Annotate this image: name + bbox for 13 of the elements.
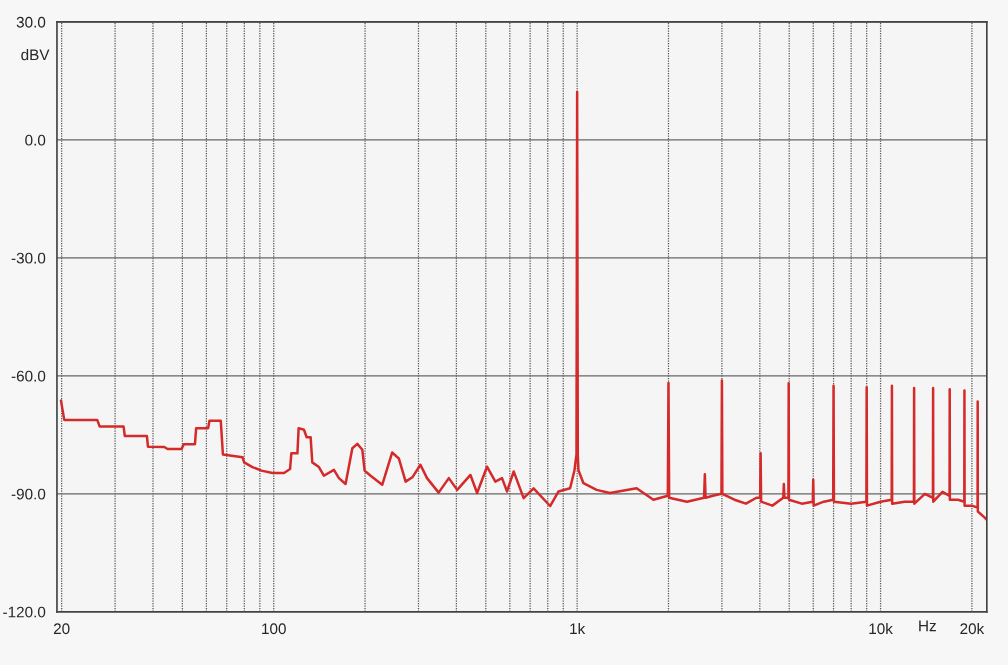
x-tick-label: 100 bbox=[262, 623, 286, 635]
x-tick-label: 10k bbox=[869, 622, 893, 635]
y-tick-label: -120.0 bbox=[3, 606, 46, 618]
y-tick-label: -90.0 bbox=[11, 488, 46, 500]
y-tick-label: 30.0 bbox=[16, 16, 46, 28]
y-tick-label: 0.0 bbox=[25, 134, 46, 146]
x-tick-label: 20k bbox=[960, 622, 985, 635]
x-tick-label: 20 bbox=[53, 623, 70, 635]
x-axis-title: Hz bbox=[919, 620, 936, 632]
y-tick-label: -30.0 bbox=[11, 252, 46, 264]
y-tick-label: -60.0 bbox=[11, 370, 46, 382]
y-axis-title: dBV bbox=[21, 48, 50, 61]
x-tick-label: 1k bbox=[570, 622, 586, 634]
